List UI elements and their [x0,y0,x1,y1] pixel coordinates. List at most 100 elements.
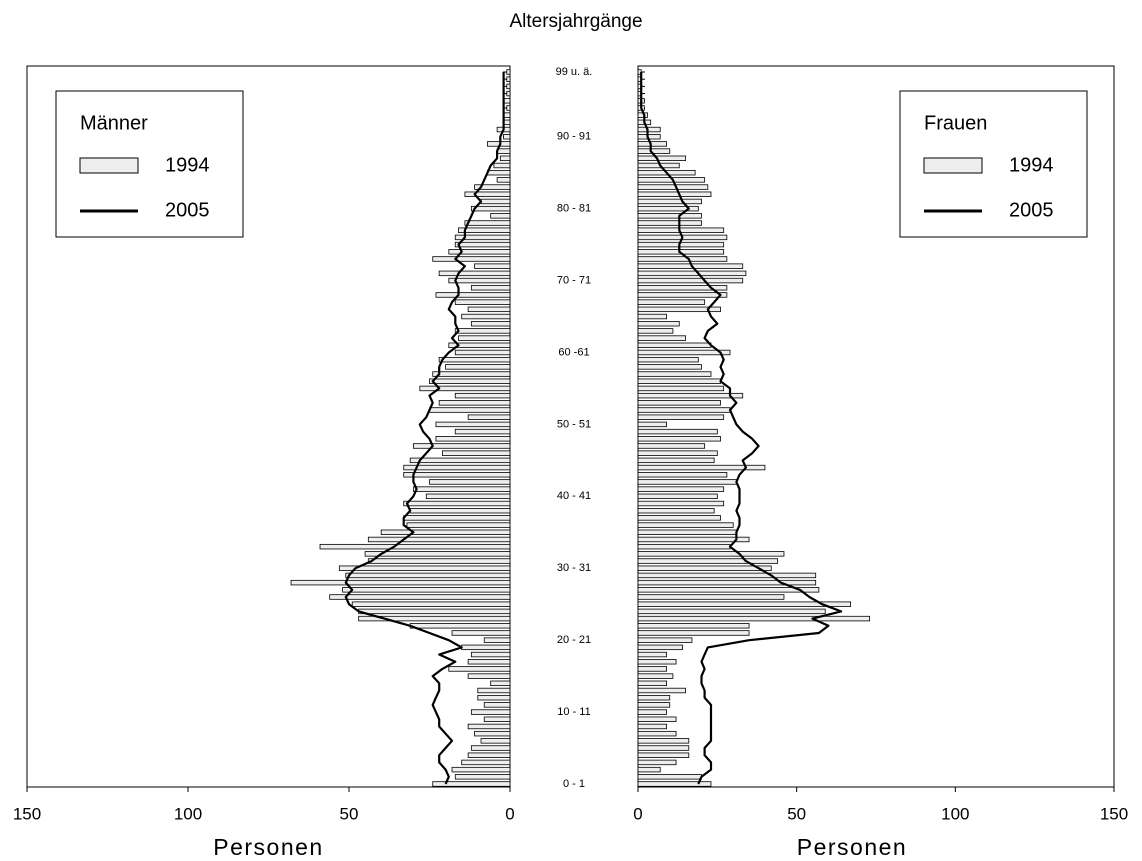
bar [451,630,511,636]
legend-label: 2005 [1009,199,1054,221]
legend-swatch [923,157,983,174]
bar [637,551,785,557]
bar [464,191,511,197]
bar [483,637,511,643]
bar [432,371,511,377]
bar [637,472,728,478]
bar [474,263,511,269]
bar [637,349,731,356]
bar [506,90,511,97]
legend-label: 1994 [165,154,210,176]
x-tick-label: 150 [1100,804,1128,823]
bar [637,292,728,298]
bar [506,76,511,82]
bar [637,687,686,694]
bar [503,134,511,140]
bar [358,615,511,622]
bar [637,572,817,579]
bar [467,723,511,730]
bar [448,277,511,284]
bar [506,105,511,111]
bar [637,285,728,291]
bar [448,666,511,672]
bar [464,220,511,226]
legend-title: Frauen [924,112,987,134]
bar [406,522,511,528]
bar [487,169,511,176]
bar [467,659,511,665]
bar [474,730,511,737]
bar [429,479,511,485]
bar [637,428,718,435]
bar [637,587,820,593]
legend-swatch [79,157,139,174]
bar [470,205,511,212]
bar [470,745,511,751]
bar [474,184,511,190]
bar [637,659,677,665]
bar [637,191,712,197]
bar [438,400,511,406]
bar [637,141,667,147]
bar [637,558,779,564]
bar [637,220,702,226]
bar [637,515,721,521]
bar [637,565,772,571]
y-tick-label: 40 - 41 [557,490,591,502]
bar [499,155,511,162]
bar [319,543,511,550]
bar [483,716,511,722]
bar [637,493,718,500]
bar [637,615,871,622]
bar [458,335,511,341]
bar [432,781,511,787]
bar [367,536,511,543]
x-tick-label: 0 [633,804,642,823]
bar [637,745,690,751]
x-tick-label: 150 [13,804,41,823]
bar [345,572,511,579]
bar [451,766,511,773]
bar [637,774,702,780]
bar [637,594,785,600]
bar [637,759,677,766]
bar [403,500,511,507]
bar [435,421,511,428]
bar [637,766,661,773]
bar [403,472,511,478]
bar [506,69,511,75]
y-tick-label: 30 - 31 [557,562,591,574]
x-tick-label: 50 [340,804,359,823]
bar [496,177,511,183]
bar [637,716,677,722]
bar [637,651,667,658]
x-tick-label: 50 [787,804,806,823]
bar [637,529,737,535]
bar [435,292,511,298]
bar [425,493,511,500]
bar [637,342,712,348]
bar [637,680,667,687]
bar [637,184,709,190]
bar [637,579,817,586]
bar [637,321,680,327]
bar [470,709,511,715]
bar [637,371,712,377]
bar [461,644,511,651]
bar [342,587,511,593]
bar [419,385,511,392]
y-tick-label: 80 - 81 [557,203,591,215]
bar [637,436,721,442]
bar [435,436,511,442]
bar [454,392,511,399]
bar [637,500,725,507]
bar [467,306,511,313]
bar [637,400,721,406]
bar [637,198,702,205]
bar [477,687,511,694]
bar [429,407,511,413]
bar [637,637,693,643]
bar [409,457,511,464]
bar [637,730,677,737]
x-tick-label: 0 [505,804,514,823]
